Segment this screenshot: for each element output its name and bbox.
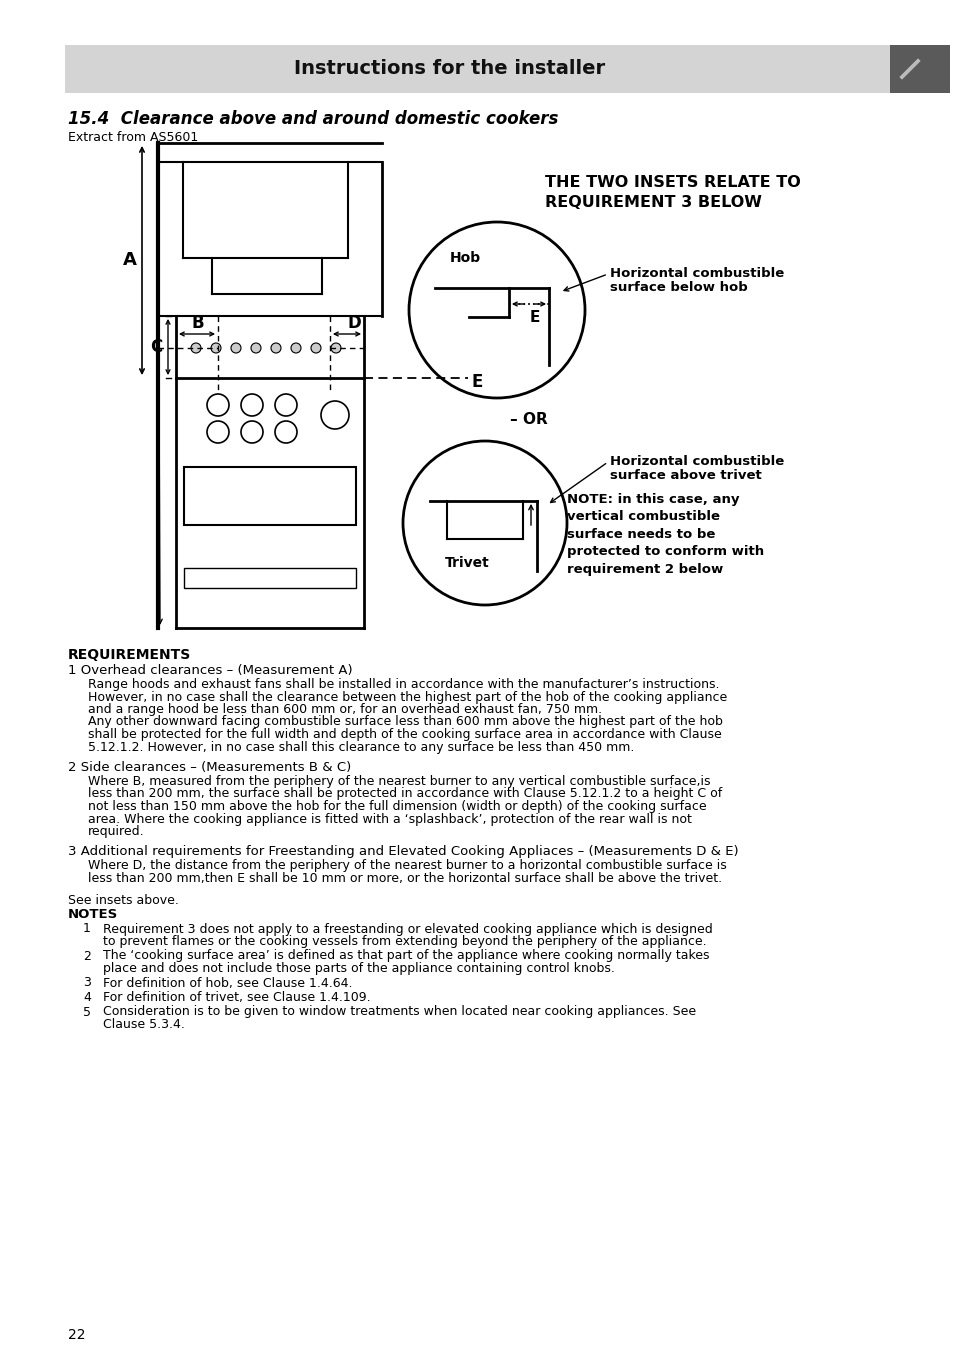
Text: Where B, measured from the periphery of the nearest burner to any vertical combu: Where B, measured from the periphery of … bbox=[88, 775, 710, 788]
Circle shape bbox=[291, 343, 301, 352]
Circle shape bbox=[331, 343, 340, 352]
Text: surface below hob: surface below hob bbox=[609, 281, 747, 294]
Text: Horizontal combustible: Horizontal combustible bbox=[609, 455, 783, 468]
Text: The ‘cooking surface area’ is defined as that part of the appliance where cookin: The ‘cooking surface area’ is defined as… bbox=[103, 949, 709, 963]
Text: not less than 150 mm above the hob for the full dimension (width or depth) of th: not less than 150 mm above the hob for t… bbox=[88, 801, 706, 813]
Bar bbox=[184, 467, 355, 525]
Text: 1 Overhead clearances – (Measurement A): 1 Overhead clearances – (Measurement A) bbox=[68, 664, 353, 676]
Bar bbox=[65, 45, 894, 93]
Text: Consideration is to be given to window treatments when located near cooking appl: Consideration is to be given to window t… bbox=[103, 1006, 696, 1018]
Text: 2 Side clearances – (Measurements B & C): 2 Side clearances – (Measurements B & C) bbox=[68, 761, 351, 774]
Text: However, in no case shall the clearance between the highest part of the hob of t: However, in no case shall the clearance … bbox=[88, 690, 726, 703]
Circle shape bbox=[211, 343, 221, 352]
Text: 1: 1 bbox=[83, 922, 91, 936]
Text: 3 Additional requirements for Freestanding and Elevated Cooking Appliaces – (Mea: 3 Additional requirements for Freestandi… bbox=[68, 845, 738, 859]
Text: C: C bbox=[150, 338, 162, 356]
Text: – OR: – OR bbox=[510, 413, 547, 428]
Text: 4: 4 bbox=[83, 991, 91, 1004]
Circle shape bbox=[191, 343, 201, 352]
Text: less than 200 mm,then E shall be 10 mm or more, or the horizontal surface shall : less than 200 mm,then E shall be 10 mm o… bbox=[88, 872, 721, 886]
Text: Range hoods and exhaust fans shall be installed in accordance with the manufactu: Range hoods and exhaust fans shall be in… bbox=[88, 678, 719, 691]
Text: shall be protected for the full width and depth of the cooking surface area in a: shall be protected for the full width an… bbox=[88, 728, 721, 741]
Text: Requirement 3 does not apply to a freestanding or elevated cooking appliance whi: Requirement 3 does not apply to a freest… bbox=[103, 922, 712, 936]
Text: Horizontal combustible: Horizontal combustible bbox=[609, 267, 783, 279]
Text: A: A bbox=[123, 251, 137, 269]
Text: For definition of hob, see Clause 1.4.64.: For definition of hob, see Clause 1.4.64… bbox=[103, 976, 352, 990]
Text: place and does not include those parts of the appliance containing control knobs: place and does not include those parts o… bbox=[103, 963, 615, 975]
Text: NOTE: in this case, any
vertical combustible
surface needs to be
protected to co: NOTE: in this case, any vertical combust… bbox=[566, 493, 763, 576]
Circle shape bbox=[311, 343, 320, 352]
Text: 2: 2 bbox=[83, 949, 91, 963]
Text: less than 200 mm, the surface shall be protected in accordance with Clause 5.12.: less than 200 mm, the surface shall be p… bbox=[88, 787, 721, 801]
Text: 5: 5 bbox=[83, 1006, 91, 1018]
Circle shape bbox=[271, 343, 281, 352]
Text: 22: 22 bbox=[68, 1328, 86, 1342]
Text: REQUIREMENTS: REQUIREMENTS bbox=[68, 648, 191, 662]
Text: Any other downward facing combustible surface less than 600 mm above the highest: Any other downward facing combustible su… bbox=[88, 716, 722, 729]
Circle shape bbox=[231, 343, 241, 352]
Circle shape bbox=[251, 343, 261, 352]
Text: B: B bbox=[192, 315, 204, 332]
Text: and a range hood be less than 600 mm or, for an overhead exhaust fan, 750 mm.: and a range hood be less than 600 mm or,… bbox=[88, 703, 601, 716]
Text: Extract from AS5601: Extract from AS5601 bbox=[68, 131, 198, 144]
Text: 15.4  Clearance above and around domestic cookers: 15.4 Clearance above and around domestic… bbox=[68, 109, 558, 128]
Text: NOTES: NOTES bbox=[68, 909, 118, 922]
Text: For definition of trivet, see Clause 1.4.109.: For definition of trivet, see Clause 1.4… bbox=[103, 991, 370, 1004]
Text: E: E bbox=[472, 373, 483, 391]
Bar bbox=[184, 568, 355, 589]
Text: Instructions for the installer: Instructions for the installer bbox=[294, 59, 605, 78]
Text: to prevent flames or the cooking vessels from extending beyond the periphery of : to prevent flames or the cooking vessels… bbox=[103, 936, 706, 948]
Text: area. Where the cooking appliance is fitted with a ‘splashback’, protection of t: area. Where the cooking appliance is fit… bbox=[88, 813, 691, 825]
Text: surface above trivet: surface above trivet bbox=[609, 468, 760, 482]
Text: D: D bbox=[347, 315, 360, 332]
Text: Where D, the distance from the periphery of the nearest burner to a horizontal c: Where D, the distance from the periphery… bbox=[88, 860, 726, 872]
Text: E: E bbox=[529, 309, 539, 324]
Text: required.: required. bbox=[88, 825, 145, 838]
Text: Hob: Hob bbox=[449, 251, 480, 265]
Text: THE TWO INSETS RELATE TO: THE TWO INSETS RELATE TO bbox=[544, 176, 800, 190]
Text: Trivet: Trivet bbox=[444, 556, 489, 570]
Text: See insets above.: See insets above. bbox=[68, 895, 179, 907]
Bar bbox=[889, 45, 949, 93]
Text: 3: 3 bbox=[83, 976, 91, 990]
Text: 5.12.1.2. However, in no case shall this clearance to any surface be less than 4: 5.12.1.2. However, in no case shall this… bbox=[88, 741, 634, 753]
Text: REQUIREMENT 3 BELOW: REQUIREMENT 3 BELOW bbox=[544, 194, 761, 211]
Text: Clause 5.3.4.: Clause 5.3.4. bbox=[103, 1018, 185, 1031]
